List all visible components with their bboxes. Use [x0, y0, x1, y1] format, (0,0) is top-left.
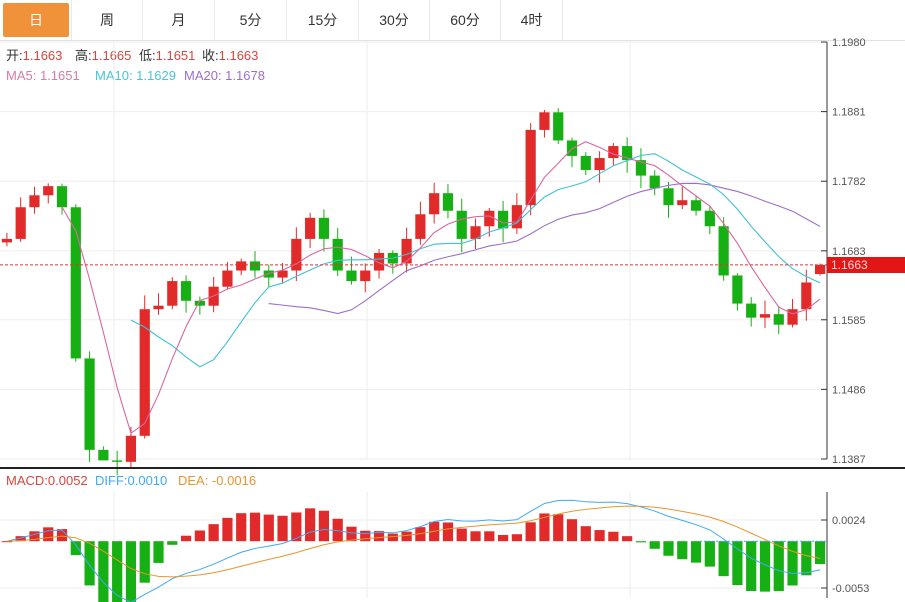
svg-text:0.0024: 0.0024 [832, 515, 866, 527]
svg-text:1.1387: 1.1387 [832, 454, 866, 466]
svg-text:1.1585: 1.1585 [832, 315, 866, 327]
svg-text:1.1486: 1.1486 [832, 384, 866, 396]
svg-text:1.1881: 1.1881 [832, 107, 866, 119]
svg-text:-0.0053: -0.0053 [832, 583, 869, 595]
svg-text:1.1980: 1.1980 [832, 37, 866, 49]
svg-text:1.1782: 1.1782 [832, 176, 866, 188]
